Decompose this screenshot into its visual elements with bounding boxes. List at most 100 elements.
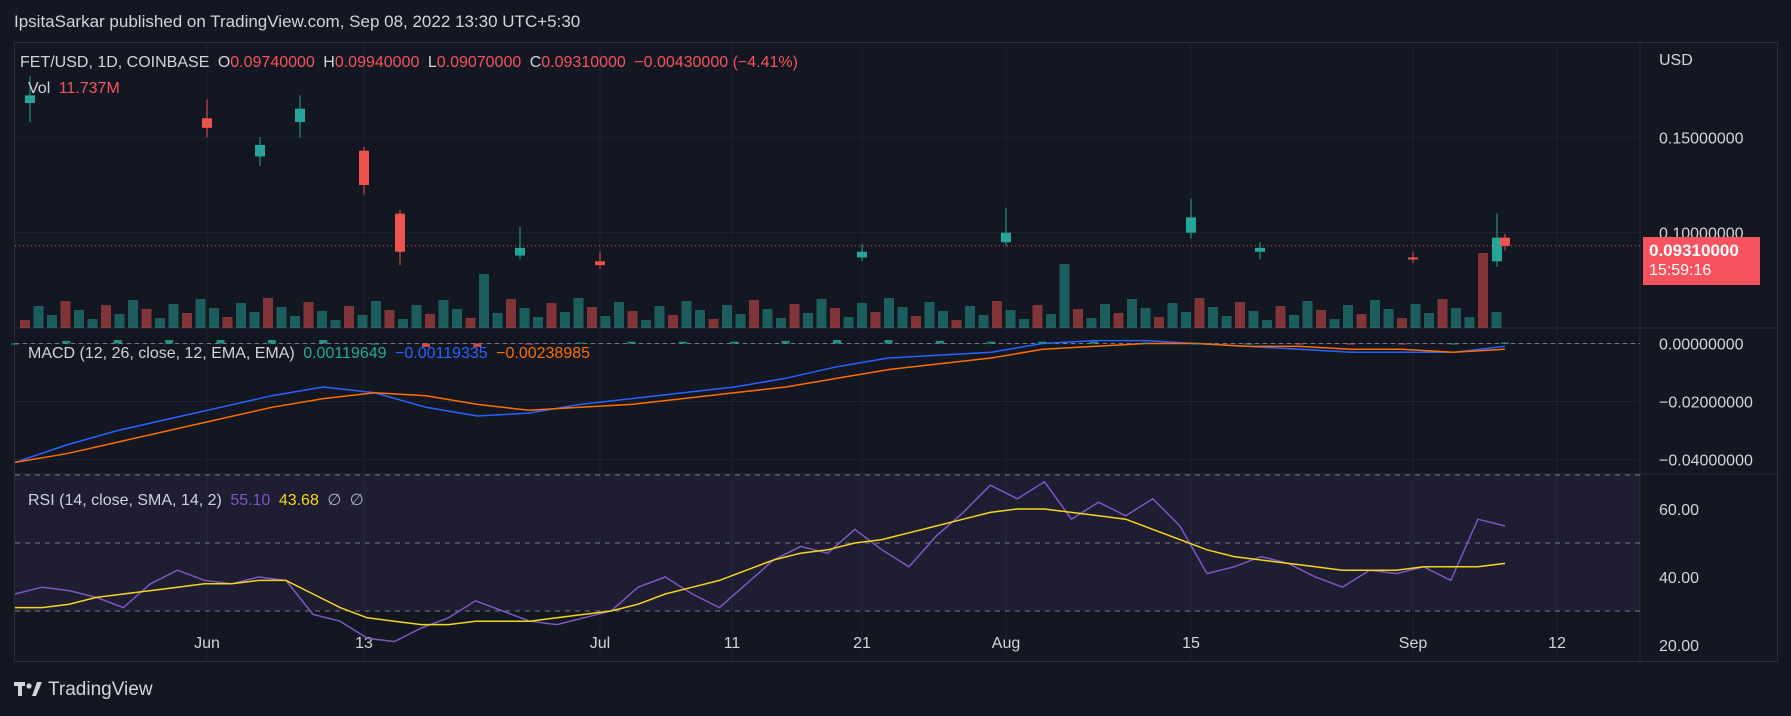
macd-histogram-bar: [987, 341, 996, 344]
volume-bar: [222, 317, 233, 328]
macd-histogram-bar: [1141, 342, 1150, 344]
volume-bar: [938, 311, 948, 328]
volume-bar: [1194, 298, 1205, 328]
volume-bar: [1451, 308, 1461, 328]
currency-label[interactable]: USD: [1659, 52, 1693, 69]
close-label: C: [529, 54, 542, 71]
candle-body: [359, 150, 369, 185]
macd-histogram-bar: [935, 340, 944, 344]
macd-histogram-bar: [1038, 341, 1047, 344]
x-tick-label: Jun: [194, 635, 220, 652]
open-value: 0.09740000: [230, 54, 315, 71]
volume-bar: [74, 310, 84, 328]
volume-bar: [951, 320, 962, 328]
candle-body: [1186, 217, 1196, 233]
volume-bar: [992, 301, 1002, 328]
volume-bar: [1356, 314, 1367, 328]
macd-histogram-bar: [1244, 343, 1253, 345]
volume-bar: [924, 302, 935, 328]
volume-bar: [614, 302, 624, 328]
tradingview-logo-text: TradingView: [48, 679, 153, 700]
macd-histogram-bar: [216, 340, 225, 344]
volume-bar: [141, 309, 152, 328]
rsi-sma-value: 43.68: [278, 492, 319, 509]
last-price-value: 0.09310000: [1649, 241, 1739, 260]
volume-bar: [1248, 311, 1259, 328]
volume-bar: [560, 312, 570, 328]
volume-bar: [830, 308, 840, 328]
macd-histogram-bar: [781, 340, 790, 344]
volume-bar: [1275, 306, 1286, 328]
volume-bar: [330, 320, 341, 328]
volume-bar: [1464, 317, 1475, 328]
rsi-series-rsi: [14, 480, 1506, 643]
volume-bar: [1208, 307, 1218, 328]
volume-bar: [1127, 299, 1137, 328]
volume-bar: [1046, 314, 1056, 328]
candle-body: [395, 213, 405, 252]
volume-bar: [627, 311, 638, 328]
macd-series-signal: [14, 342, 1506, 464]
volume-bar: [1181, 312, 1191, 328]
volume-bar: [870, 312, 881, 328]
macd-histogram-bar: [267, 340, 276, 344]
tradingview-logo[interactable]: TradingView: [14, 679, 153, 701]
low-label: L: [427, 54, 437, 71]
publish-header: IpsitaSarkar published on TradingView.co…: [14, 12, 581, 31]
volume-bar: [897, 307, 908, 328]
volume-bar: [857, 303, 867, 328]
bar-countdown: 15:59:16: [1649, 262, 1712, 279]
macd-label[interactable]: MACD (12, 26, close, 12, EMA, EMA): [28, 345, 295, 362]
low-value: 0.09070000: [436, 54, 522, 71]
macd-histogram-bar: [422, 343, 431, 347]
x-tick-label: 13: [355, 635, 373, 652]
volume-bar: [236, 303, 246, 328]
macd-tick-label: −0.02000000: [1659, 395, 1753, 412]
volume-bar: [506, 299, 516, 328]
price-legend: FET/USD, 1D, COINBASE O0.09740000 H0.099…: [20, 54, 802, 72]
macd-histogram-bar: [1346, 343, 1355, 345]
volume-bar: [1100, 304, 1110, 328]
volume-bar: [1343, 305, 1353, 328]
volume-bar: [708, 319, 719, 328]
volume-bar: [1410, 304, 1421, 328]
volume-label: Vol: [28, 80, 51, 97]
volume-bar: [1370, 300, 1380, 328]
volume-bar: [1289, 315, 1299, 328]
volume-bar: [1154, 317, 1164, 328]
volume-bar: [1424, 313, 1434, 328]
volume-bar: [128, 300, 138, 328]
candle-body: [1408, 257, 1418, 260]
volume-bar: [249, 312, 260, 328]
tradingview-logo-icon: [14, 682, 42, 696]
volume-bar: [263, 298, 273, 328]
volume-bar: [735, 314, 746, 328]
open-label: O: [217, 54, 231, 71]
macd-histogram-bar: [576, 342, 585, 344]
volume-bar: [1221, 316, 1232, 328]
candle-body: [202, 118, 212, 128]
volume-value: 11.737M: [58, 80, 120, 97]
candle-body: [1500, 237, 1510, 246]
candle-body: [595, 261, 605, 266]
macd-value: −0.00119335: [395, 345, 488, 362]
volume-bar: [155, 318, 165, 328]
macd-histogram-bar: [62, 340, 71, 344]
volume-bar: [533, 317, 543, 328]
symbol-label[interactable]: FET/USD, 1D, COINBASE: [20, 54, 210, 71]
volume-bar: [168, 304, 179, 328]
candle-body: [1492, 237, 1502, 262]
rsi-label[interactable]: RSI (14, close, SMA, 14, 2): [28, 492, 222, 509]
macd-histogram-bar: [1398, 343, 1407, 345]
volume-bar: [573, 298, 584, 328]
macd-histogram-bar: [884, 340, 893, 344]
volume-bar: [1059, 264, 1070, 328]
volume-bar: [492, 313, 503, 328]
volume-bar: [357, 315, 368, 328]
rsi-tick-label: 60.00: [1659, 502, 1699, 519]
volume-bar: [101, 305, 111, 328]
volume-bar: [722, 305, 732, 328]
volume-bar: [978, 315, 989, 328]
rsi-empty-1: ∅: [327, 492, 342, 509]
